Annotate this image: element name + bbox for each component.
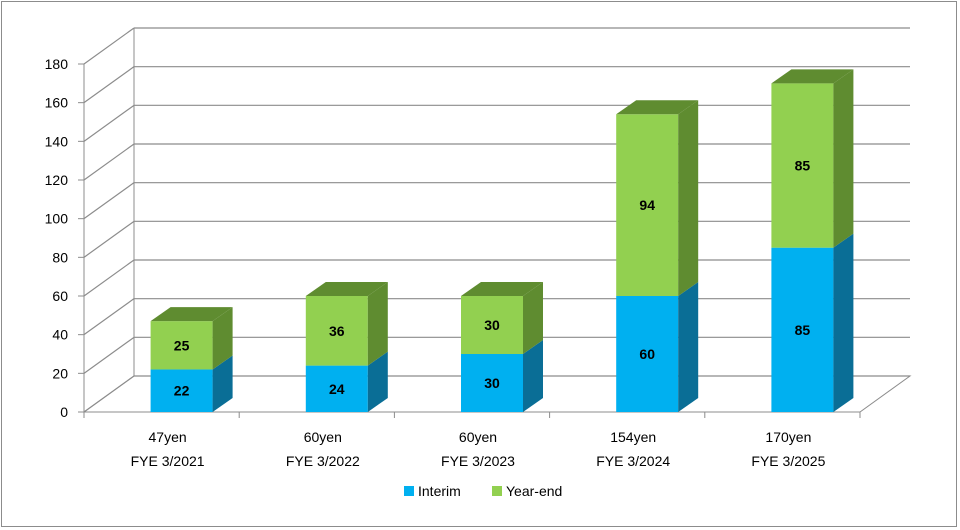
data-label: 85	[795, 322, 811, 338]
bar-top	[305, 282, 388, 296]
x-tick-label: FYE 3/2025	[751, 453, 825, 469]
bar-stack: 85 85	[771, 69, 854, 412]
gridline-diagonal	[83, 27, 135, 65]
bar-side	[833, 233, 854, 412]
x-tick-label: 60yen	[304, 429, 342, 445]
bar-stack: 30 30	[461, 282, 543, 412]
legend-swatch	[404, 486, 414, 496]
bar-front	[305, 365, 368, 412]
gridline-diagonal	[83, 336, 135, 374]
bar-front	[305, 296, 368, 366]
gridline-diagonal	[83, 259, 135, 297]
gridline-diagonal	[83, 104, 135, 142]
bar-side	[212, 355, 233, 412]
gridline-diagonal	[83, 66, 135, 104]
bar-front	[771, 247, 834, 412]
data-label: 22	[174, 383, 190, 399]
y-tick-label: 60	[52, 288, 68, 304]
gridline-diagonal	[83, 220, 135, 258]
legend-swatch	[492, 486, 502, 496]
y-tick-label: 140	[45, 133, 69, 149]
gridline-diagonal	[83, 298, 135, 336]
bar-stack: 24 36	[305, 282, 388, 412]
bar-top	[616, 100, 699, 115]
y-tick-label: 180	[45, 56, 69, 72]
y-tick-label: 100	[45, 211, 69, 227]
gridline-diagonal	[83, 143, 135, 181]
x-tick-label: 154yen	[610, 429, 656, 445]
legend-label: Year-end	[506, 483, 562, 499]
gridline-diagonal	[83, 182, 135, 220]
bar-side	[212, 307, 233, 370]
x-tick-label: FYE 3/2021	[131, 453, 205, 469]
bar-front	[461, 354, 523, 412]
data-label: 60	[639, 346, 655, 362]
bar-side	[367, 282, 388, 366]
y-tick-label: 40	[52, 327, 68, 343]
y-tick-label: 0	[60, 404, 68, 420]
data-label: 30	[484, 317, 500, 333]
x-tick-label: FYE 3/2022	[286, 453, 360, 469]
x-tick-label: FYE 3/2023	[441, 453, 515, 469]
data-label: 36	[329, 323, 345, 339]
data-label: 85	[795, 158, 811, 174]
bar-top	[150, 307, 233, 322]
bar-side	[833, 69, 854, 248]
bar-front	[150, 369, 213, 412]
bar-front	[771, 83, 834, 248]
bar-front	[616, 296, 679, 412]
gridline-diagonal	[83, 375, 135, 413]
data-label: 24	[329, 381, 345, 397]
y-tick-label: 120	[45, 172, 69, 188]
bar-top	[461, 282, 543, 296]
x-tick-label: 47yen	[149, 429, 187, 445]
bar-front	[616, 114, 679, 297]
y-tick-label: 20	[52, 365, 68, 381]
bar-top	[771, 69, 854, 84]
data-label: 25	[174, 337, 190, 353]
y-tick-label: 160	[45, 95, 69, 111]
y-tick-label: 80	[52, 249, 68, 265]
bar-stack: 60 94	[616, 100, 699, 412]
data-label: 30	[484, 375, 500, 391]
data-label: 94	[639, 197, 655, 213]
bar-side	[367, 351, 388, 412]
x-tick-label: FYE 3/2024	[596, 453, 670, 469]
bar-side	[523, 340, 543, 412]
x-tick-label: 60yen	[459, 429, 497, 445]
legend-label: Interim	[418, 483, 461, 499]
bar-front	[461, 296, 523, 354]
x-tick-label: 170yen	[765, 429, 811, 445]
bar-side	[678, 282, 699, 412]
bar-stack: 22 25	[150, 307, 233, 412]
bar-side	[523, 282, 543, 354]
bar-front	[150, 321, 213, 370]
bar-side	[678, 100, 699, 297]
